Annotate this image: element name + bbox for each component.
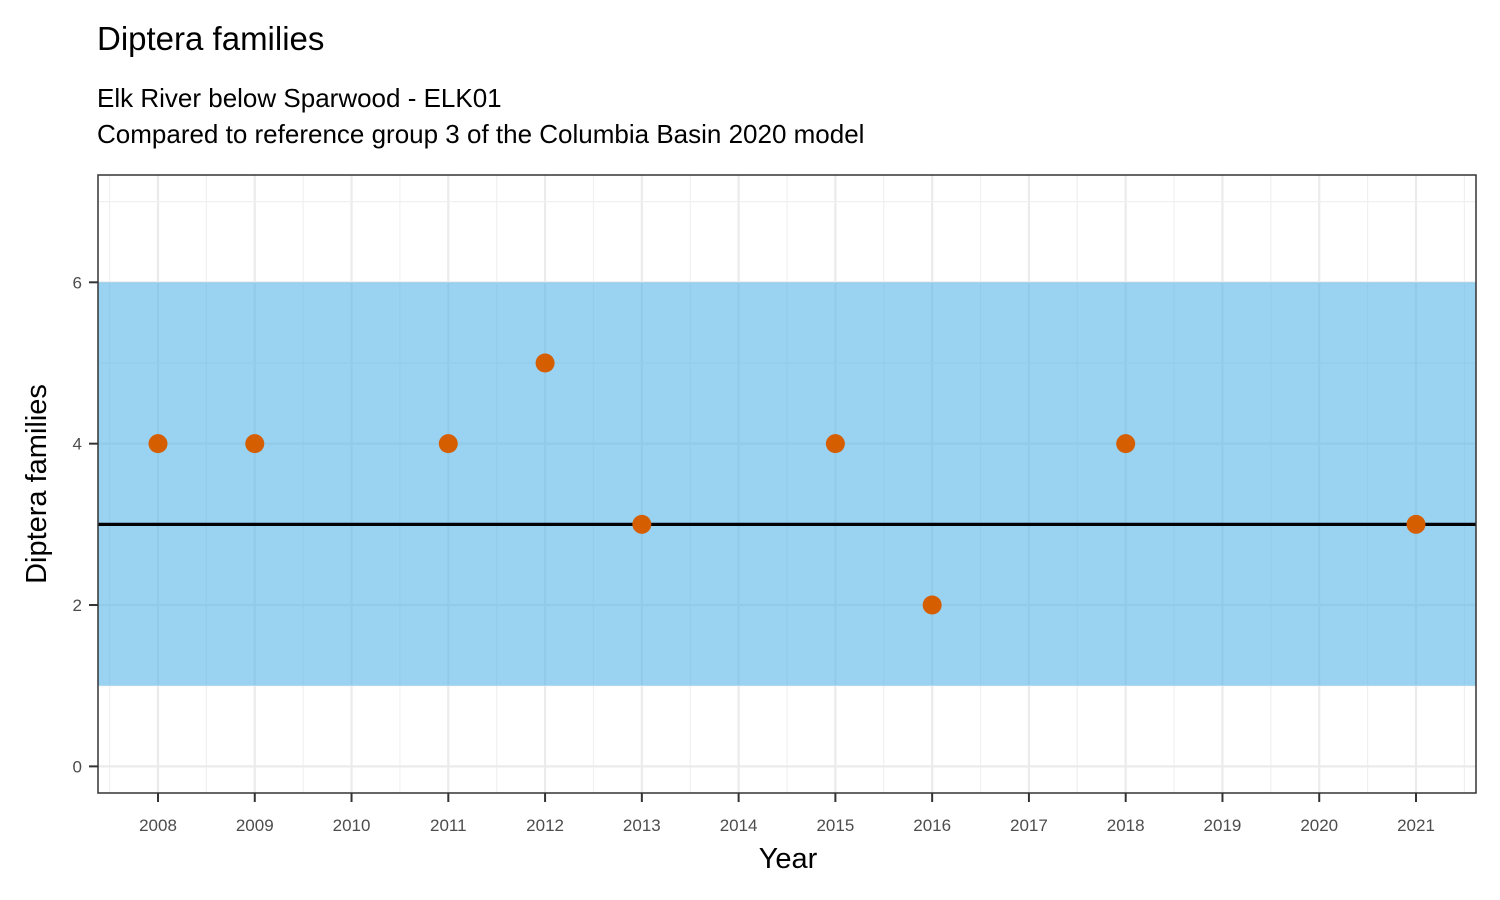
y-tick-label: 2 [73, 596, 82, 615]
x-tick-label: 2019 [1204, 816, 1242, 835]
x-tick-label: 2021 [1397, 816, 1435, 835]
x-axis-ticks: 2008 2009 2010 2011 2012 2013 2014 2015 2016 2017… [139, 793, 1435, 835]
data-point [632, 514, 652, 534]
x-tick-label: 2020 [1300, 816, 1338, 835]
x-tick-label: 2010 [333, 816, 371, 835]
data-point [245, 434, 265, 454]
reference-band [98, 282, 1476, 686]
data-points [148, 353, 1426, 615]
x-tick-label: 2014 [720, 816, 758, 835]
x-axis-label: Year [759, 843, 818, 875]
data-point [825, 434, 845, 454]
data-point [148, 434, 168, 454]
y-tick-label: 4 [73, 435, 82, 454]
x-tick-label: 2016 [913, 816, 951, 835]
y-axis-label: Diptera families [21, 384, 53, 584]
x-tick-label: 2009 [236, 816, 274, 835]
x-tick-label: 2013 [623, 816, 661, 835]
y-axis-ticks: 0 2 4 6 [73, 273, 98, 776]
data-point [535, 353, 555, 373]
data-point [1116, 434, 1136, 454]
x-tick-label: 2015 [816, 816, 854, 835]
data-point [438, 434, 458, 454]
data-point [922, 595, 942, 615]
x-tick-label: 2018 [1107, 816, 1145, 835]
x-tick-label: 2012 [526, 816, 564, 835]
plot-panel-border [97, 174, 1477, 794]
x-tick-label: 2017 [1010, 816, 1048, 835]
y-tick-label: 0 [73, 757, 82, 776]
chart-title: Diptera families [97, 20, 324, 57]
y-tick-label: 6 [73, 273, 82, 292]
x-tick-label: 2008 [139, 816, 177, 835]
data-point [1406, 514, 1426, 534]
chart-subtitle-line-2: Compared to reference group 3 of the Col… [97, 119, 864, 149]
chart-subtitle-line-1: Elk River below Sparwood - ELK01 [97, 83, 502, 113]
x-tick-label: 2011 [430, 816, 467, 835]
